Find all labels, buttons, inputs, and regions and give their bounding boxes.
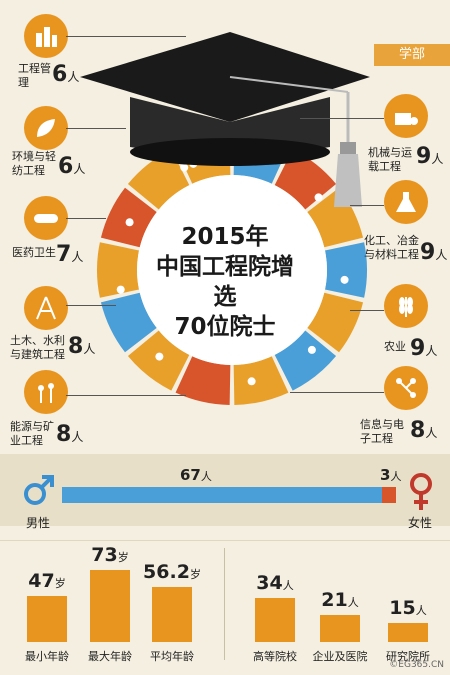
bar-category-label: 最大年龄 bbox=[88, 650, 132, 663]
category-count-8: 8人 bbox=[410, 418, 438, 443]
category-count-2: 7人 bbox=[56, 242, 84, 267]
ring-marker-dot bbox=[340, 275, 349, 284]
ring-segment bbox=[307, 187, 364, 248]
ring-segment bbox=[97, 242, 140, 298]
wheat-icon bbox=[384, 284, 428, 328]
leader-line bbox=[300, 118, 384, 119]
section-tag: 学部 bbox=[374, 44, 450, 66]
leader-line bbox=[66, 128, 126, 129]
bar bbox=[152, 586, 192, 642]
leader-line bbox=[66, 36, 186, 37]
leader-line bbox=[350, 205, 384, 206]
tower-icon bbox=[24, 286, 68, 330]
circuit-icon bbox=[384, 366, 428, 410]
female-symbol-icon bbox=[410, 473, 432, 510]
category-label-1: 环境与轻纺工程 bbox=[12, 150, 56, 177]
bar bbox=[90, 570, 130, 642]
category-label-6: 化工、冶金与材料工程 bbox=[364, 234, 419, 261]
female-bar bbox=[381, 487, 396, 503]
category-label-4: 能源与矿业工程 bbox=[10, 420, 54, 447]
category-count-7: 9人 bbox=[410, 336, 438, 361]
female-count: 3人 bbox=[380, 466, 402, 484]
leader-line bbox=[66, 305, 116, 306]
watermark: ©EG365.CN bbox=[389, 660, 444, 670]
category-label-0: 工程管理 bbox=[18, 62, 51, 89]
ring-segment bbox=[307, 292, 364, 353]
ring-segment bbox=[127, 330, 190, 391]
category-count-6: 9人 bbox=[420, 240, 448, 265]
leader-line bbox=[290, 392, 384, 393]
category-label-5: 机械与运载工程 bbox=[368, 146, 412, 173]
leaf-icon bbox=[24, 106, 68, 150]
female-label: 女性 bbox=[408, 516, 433, 530]
bar-value-label: 34人 bbox=[256, 572, 294, 594]
male-bar bbox=[62, 487, 382, 503]
main-title: 2015年 中国工程院增选 70位院士 bbox=[150, 222, 300, 342]
category-label-7: 农业 bbox=[384, 340, 406, 353]
male-label: 男性 bbox=[26, 516, 51, 530]
bar-category-label: 企业及医院 bbox=[312, 650, 368, 663]
bar-value-label: 47岁 bbox=[28, 569, 66, 592]
bar-category-label: 研究院所 bbox=[386, 650, 430, 663]
leader-line bbox=[66, 395, 186, 396]
ring-segment bbox=[127, 149, 190, 210]
bar bbox=[320, 614, 360, 642]
bar-value-label: 73岁 bbox=[91, 544, 129, 566]
bottom-top-rule bbox=[0, 540, 450, 541]
bar-value-label: 15人 bbox=[389, 596, 427, 619]
ring-marker-dot bbox=[247, 377, 256, 386]
ring-segment bbox=[100, 292, 157, 353]
male-count: 67人 bbox=[180, 466, 212, 484]
category-count-4: 8人 bbox=[56, 422, 84, 447]
bar-category-label: 最小年龄 bbox=[25, 650, 69, 663]
category-label-8: 信息与电子工程 bbox=[360, 418, 404, 445]
ring-segment bbox=[274, 330, 337, 391]
title-line-2: 中国工程院增选 bbox=[156, 254, 294, 310]
category-count-5: 9人 bbox=[416, 144, 444, 169]
category-count-3: 8人 bbox=[68, 334, 96, 359]
ring-segment bbox=[100, 187, 157, 248]
leader-line bbox=[66, 218, 106, 219]
bar-value-label: 21人 bbox=[321, 588, 359, 611]
wind-turbine-icon bbox=[24, 370, 68, 414]
category-label-2: 医药卫生 bbox=[12, 246, 56, 259]
leader-line bbox=[350, 310, 384, 311]
bar bbox=[255, 598, 295, 642]
graduation-cap-icon bbox=[80, 32, 370, 207]
ring-segment bbox=[233, 356, 289, 405]
category-count-0: 6人 bbox=[52, 62, 80, 87]
ring-marker-dot bbox=[314, 193, 323, 202]
pill-icon bbox=[24, 196, 68, 240]
category-label-3: 土木、水利与建筑工程 bbox=[10, 334, 65, 361]
ring-center bbox=[137, 175, 327, 365]
ring-segment bbox=[175, 356, 231, 405]
ring-marker-dot bbox=[116, 285, 125, 294]
building-icon bbox=[24, 14, 68, 58]
bar-value-label: 56.2岁 bbox=[143, 560, 201, 583]
bar-category-label: 高等院校 bbox=[253, 650, 297, 663]
category-count-1: 6人 bbox=[58, 154, 86, 179]
bar-category-label: 平均年龄 bbox=[150, 650, 194, 663]
bar bbox=[388, 622, 428, 642]
title-line-3: 70位院士 bbox=[174, 314, 276, 340]
ring-marker-dot bbox=[155, 352, 164, 361]
machine-icon bbox=[384, 94, 428, 138]
ring-marker-dot bbox=[125, 218, 134, 227]
flask-icon bbox=[384, 180, 428, 224]
ring-marker-dot bbox=[307, 345, 316, 354]
title-line-1: 2015年 bbox=[181, 224, 269, 250]
bar bbox=[27, 595, 67, 642]
ring-segment bbox=[324, 242, 368, 298]
male-symbol-icon bbox=[24, 475, 54, 505]
ring-marker-dot bbox=[180, 163, 189, 172]
bottom-divider bbox=[224, 548, 225, 660]
